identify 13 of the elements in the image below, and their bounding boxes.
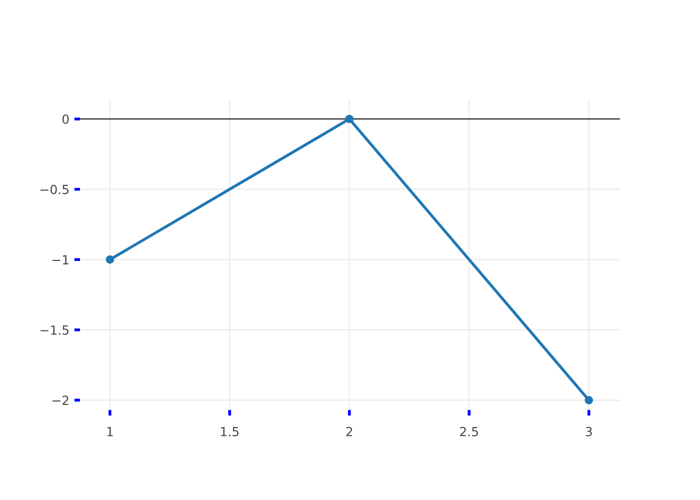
x-tick-label: 3 (586, 426, 592, 436)
x-tick-label: 1.5 (221, 427, 239, 436)
y-tick-label: −1.5 (40, 326, 68, 335)
y-tick-label: 0 (62, 114, 69, 124)
x-tick-label: 2.5 (460, 426, 478, 436)
y-tick-label: −2 (52, 396, 68, 405)
y-tick-label: −0.5 (40, 184, 68, 194)
point (584, 396, 594, 404)
x-tick-label: 1 (107, 427, 113, 436)
x-tick-label: 2 (346, 426, 352, 436)
point (345, 114, 354, 124)
point (106, 255, 114, 264)
y-tick-label: −1 (52, 255, 68, 264)
